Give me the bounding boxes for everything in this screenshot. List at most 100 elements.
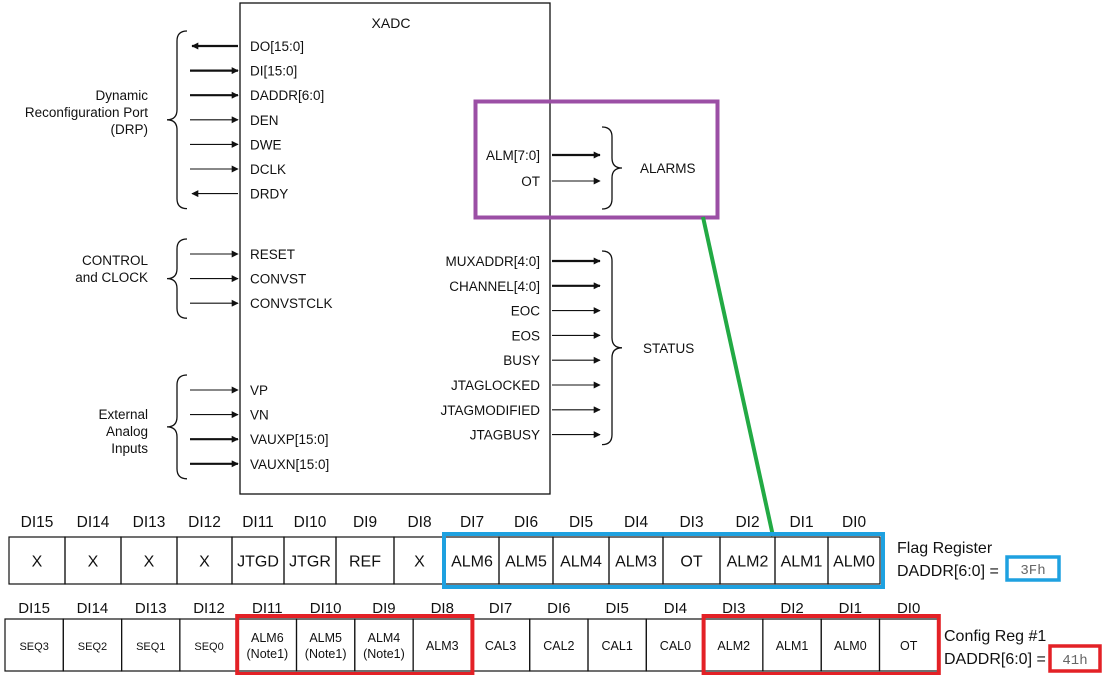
config-cell-text-seq0: SEQ0: [194, 641, 223, 653]
left-group-1: RESET CONVST CONVSTCLK CONTROL and CLOCK: [75, 238, 333, 319]
flag-cell-text-alm4: ALM4: [560, 554, 602, 571]
flag-cell-text-x: X: [32, 554, 43, 571]
flag-alarm-highlight: [442, 532, 885, 589]
config-cell-note: (Note1): [247, 647, 289, 661]
flag-bit-header: DI15: [21, 514, 54, 531]
config-cell-text-seq1: SEQ1: [136, 641, 165, 653]
group-label-line: (DRP): [111, 122, 149, 137]
config-cell-text-seq3: SEQ3: [19, 641, 48, 653]
right-brace-0: [601, 126, 623, 210]
config-bit-header: DI14: [77, 600, 109, 617]
group-label-alarms: ALARMS: [640, 161, 696, 176]
left-brace-1: [166, 238, 188, 319]
config-cell-text-alm2: ALM2: [717, 639, 750, 653]
left-brace-0: [166, 30, 188, 210]
flag-bit-header: DI4: [624, 514, 649, 531]
config-cell-text-alm5: ALM5: [309, 631, 342, 645]
flag-cell-text-ot: OT: [680, 554, 702, 571]
flag-bit-header: DI7: [460, 514, 484, 531]
config-bit-header: DI4: [664, 600, 687, 617]
xadc-block: [239, 2, 551, 495]
config-bit-header: DI3: [722, 600, 745, 617]
flag-bit-header: DI3: [679, 514, 703, 531]
group-label-line: External: [98, 407, 148, 422]
pin-label-di-15-0: DI[15:0]: [250, 64, 297, 79]
flag-register-name: Flag Register: [897, 540, 993, 557]
flag-bit-header: DI9: [353, 514, 377, 531]
flag-cell-text-jtgd: JTGD: [237, 554, 279, 571]
flag-bit-header: DI6: [514, 514, 538, 531]
pin-label-channel-4-0: CHANNEL[4:0]: [449, 279, 540, 294]
pin-label-do-15-0: DO[15:0]: [250, 39, 304, 54]
flag-cell-text-ref: REF: [349, 554, 381, 571]
flag-bit-header: DI5: [569, 514, 593, 531]
pin-label-reset: RESET: [250, 247, 295, 262]
config-cell-text-alm3: ALM3: [426, 639, 459, 653]
alarms-highlight-box: [473, 99, 720, 220]
pin-label-den: DEN: [250, 113, 279, 128]
config-bit-header: DI11: [252, 600, 283, 617]
flag-bit-header: DI14: [77, 514, 110, 531]
pin-label-jtagmodified: JTAGMODIFIED: [441, 403, 541, 418]
config-address-value: 41h: [1062, 653, 1087, 669]
group-label-line: Analog: [106, 424, 148, 439]
flag-bit-header: DI0: [842, 514, 867, 531]
config-alarm-highlight-upper: [235, 614, 475, 675]
flag-cell: [827, 536, 881, 585]
config-address-box: [1048, 644, 1102, 673]
pin-label-dclk: DCLK: [250, 162, 286, 177]
group-label-line: Dynamic: [95, 88, 148, 103]
flag-cell-text-alm3: ALM3: [615, 554, 657, 571]
group-label-status: STATUS: [643, 341, 694, 356]
config-cell: [295, 618, 356, 672]
flag-bit-header: DI10: [294, 514, 327, 531]
flag-cell-text-alm5: ALM5: [505, 554, 547, 571]
config-cell-text-alm4: ALM4: [368, 631, 401, 645]
flag-address-box: [1005, 555, 1061, 582]
flag-bit-header: DI13: [133, 514, 166, 531]
pin-label-alm-7-0: ALM[7:0]: [486, 148, 540, 163]
flag-cell-text-x: X: [88, 554, 99, 571]
pin-label-vn: VN: [250, 408, 269, 423]
config-cell: [237, 618, 298, 672]
config-bit-header: DI1: [839, 600, 862, 617]
config-cell-text-alm0: ALM0: [834, 639, 867, 653]
right-brace-1: [601, 250, 623, 446]
config-cell-note: (Note1): [305, 647, 347, 661]
pin-label-busy: BUSY: [503, 353, 540, 368]
group-label-line: CONTROL: [82, 253, 148, 268]
config-cell-text-alm1: ALM1: [776, 639, 809, 653]
pin-label-drdy: DRDY: [250, 187, 288, 202]
config-cell-text-alm6: ALM6: [251, 631, 284, 645]
config-alarm-highlight-lower: [701, 614, 941, 675]
pin-label-jtagbusy: JTAGBUSY: [470, 428, 540, 443]
left-brace-2: [166, 374, 188, 480]
flag-bit-header: DI8: [407, 514, 431, 531]
config-bit-header: DI12: [193, 600, 225, 617]
config-cell-text-cal1: CAL1: [602, 639, 633, 653]
pin-label-ot: OT: [521, 174, 540, 189]
pin-label-vauxn-15-0: VAUXN[15:0]: [250, 457, 329, 472]
pin-label-eos: EOS: [511, 328, 540, 343]
pin-label-dwe: DWE: [250, 137, 282, 152]
config-register-address-label: DADDR[6:0] =: [944, 651, 1046, 668]
config-cell-text-ot: OT: [900, 639, 918, 653]
pin-label-convst: CONVST: [250, 272, 306, 287]
group-label-line: Reconfiguration Port: [25, 105, 148, 120]
flag-cell-text-x: X: [414, 554, 425, 571]
left-group-0: DO[15:0] DI[15:0] DADDR[6:0] DEN DWE DCLK DRDY…: [25, 30, 324, 210]
flag-register-address-label: DADDR[6:0] =: [897, 563, 999, 580]
pin-label-muxaddr-4-0: MUXADDR[4:0]: [445, 254, 540, 269]
config-bit-header: DI0: [897, 600, 920, 617]
pin-label-vauxp-15-0: VAUXP[15:0]: [250, 432, 329, 447]
flag-bit-header: DI1: [789, 514, 813, 531]
pin-label-jtaglocked: JTAGLOCKED: [451, 378, 540, 393]
config-register-name: Config Reg #1: [944, 628, 1046, 645]
config-bit-header: DI7: [489, 600, 512, 617]
pin-label-daddr-6-0: DADDR[6:0]: [250, 88, 324, 103]
flag-cell-text-alm1: ALM1: [781, 554, 823, 571]
config-cell-text-cal3: CAL3: [485, 639, 516, 653]
config-cell-text-cal0: CAL0: [660, 639, 691, 653]
left-group-2: VP VN VAUXP[15:0] VAUXN[15:0] External Analog…: [98, 374, 329, 480]
